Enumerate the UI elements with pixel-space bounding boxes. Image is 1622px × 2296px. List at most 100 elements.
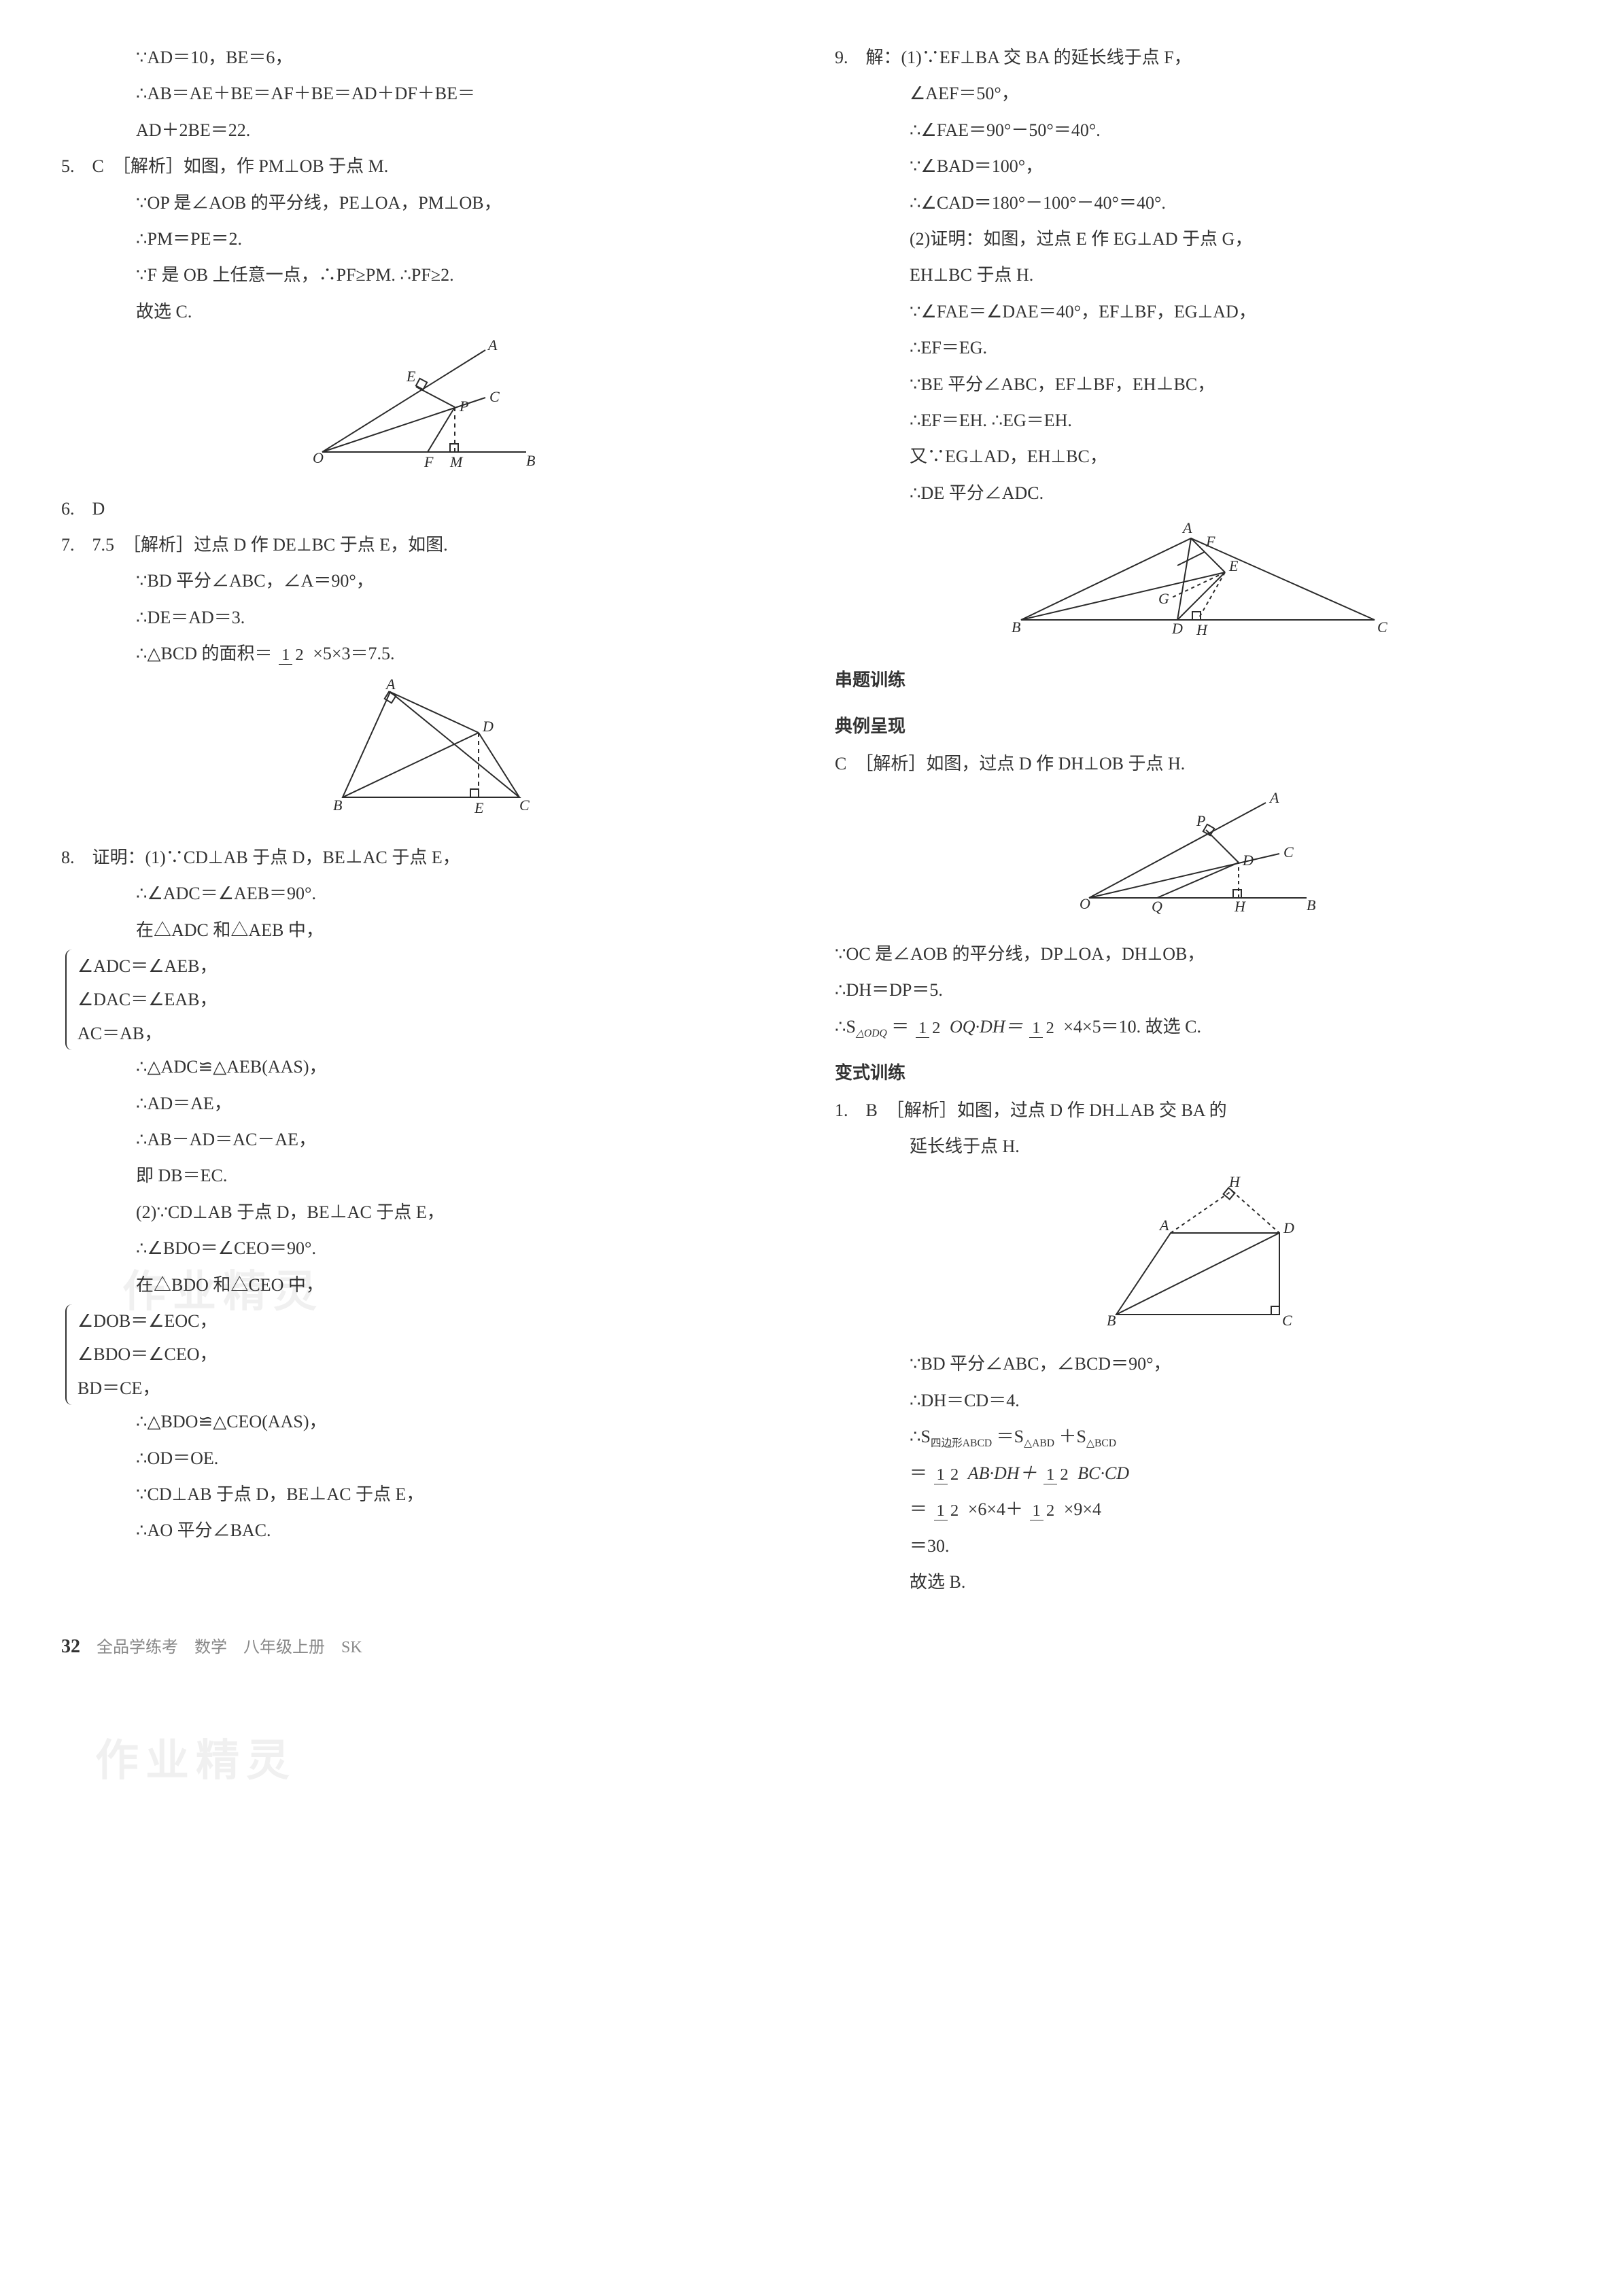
text: ×5×3＝7.5. xyxy=(313,644,394,663)
fraction: 12 xyxy=(1029,1020,1057,1037)
subscript: 四边形ABCD xyxy=(931,1438,992,1449)
section-header: 串题训练 xyxy=(835,663,1561,697)
text: ∴S xyxy=(910,1427,931,1446)
page-number: 32 xyxy=(61,1636,80,1657)
brace-line: ∠DAC＝∠EAB， xyxy=(77,983,787,1016)
text: ×4×5＝10. 故选 C. xyxy=(1063,1017,1201,1037)
p8-line: 在△ADC 和△AEB 中， xyxy=(61,914,787,947)
p8-line: ∴AO 平分∠BAC. xyxy=(61,1514,787,1547)
svg-text:O: O xyxy=(1080,895,1090,912)
v1-line: ∴DH＝CD＝4. xyxy=(835,1384,1561,1417)
p8-line: ∴OD＝OE. xyxy=(61,1442,787,1475)
p7-line: ∵BD 平分∠ABC，∠A＝90°， xyxy=(61,564,787,597)
v1-line: ＝ 12 AB·DH＋ 12 BC·CD xyxy=(835,1457,1561,1490)
fraction: 12 xyxy=(279,646,307,664)
svg-text:P: P xyxy=(459,398,468,415)
v1-head2: 延长线于点 H. xyxy=(835,1130,1561,1163)
fraction: 12 xyxy=(1043,1466,1071,1484)
fraction: 12 xyxy=(1030,1502,1058,1520)
p8-line: ∵CD⊥AB 于点 D，BE⊥AC 于点 E， xyxy=(61,1478,787,1511)
text: ＝S xyxy=(997,1427,1024,1446)
figure-7: A B C D E xyxy=(61,678,787,832)
p9-line: ∵∠BAD＝100°， xyxy=(835,150,1561,183)
p9-line: 又∵EG⊥AD，EH⊥BC， xyxy=(835,440,1561,473)
p9-line: ∴EF＝EH. ∴EG＝EH. xyxy=(835,404,1561,437)
svg-text:B: B xyxy=(1107,1312,1116,1328)
subscript: △ABD xyxy=(1024,1438,1054,1449)
svg-text:E: E xyxy=(406,368,416,385)
text: ＝ xyxy=(910,1499,927,1519)
text: BC·CD xyxy=(1077,1463,1129,1483)
p9-line: ∴∠FAE＝90°－50°＝40°. xyxy=(835,114,1561,147)
v1-line: ＝30. xyxy=(835,1529,1561,1563)
text: ＋S xyxy=(1059,1427,1086,1446)
brace-group: ∠ADC＝∠AEB， ∠DAC＝∠EAB， AC＝AB， xyxy=(65,950,787,1050)
p4-line: ∴AB＝AE＋BE＝AF＋BE＝AD＋DF＋BE＝ xyxy=(61,77,787,110)
p8-line: ∴∠ADC＝∠AEB＝90°. xyxy=(61,877,787,910)
right-column: 9. 解：(1)∵EF⊥BA 交 BA 的延长线于点 F， ∠AEF＝50°， … xyxy=(835,41,1561,1601)
text: ＝ xyxy=(910,1463,927,1483)
svg-text:Q: Q xyxy=(1152,898,1162,915)
p9-line: ∵∠FAE＝∠DAE＝40°，EF⊥BF，EG⊥AD， xyxy=(835,295,1561,328)
footer-text: 全品学练考 数学 八年级上册 SK xyxy=(97,1639,362,1656)
exC-line: ∴DH＝DP＝5. xyxy=(835,973,1561,1007)
exC-line: ∴S△ODQ ＝ 12 OQ·DH＝ 12 ×4×5＝10. 故选 C. xyxy=(835,1010,1561,1044)
svg-text:H: H xyxy=(1196,621,1208,638)
p7-line: ∴DE＝AD＝3. xyxy=(61,601,787,634)
fraction: 12 xyxy=(916,1020,944,1037)
svg-text:C: C xyxy=(519,797,530,814)
svg-text:B: B xyxy=(526,452,535,469)
svg-text:D: D xyxy=(1242,852,1254,869)
svg-text:F: F xyxy=(424,453,434,470)
p9-line: ∴EF＝EG. xyxy=(835,331,1561,364)
p9-line: (2)证明：如图，过点 E 作 EG⊥AD 于点 G， xyxy=(835,222,1561,256)
p8-line: ∴∠BDO＝∠CEO＝90°. xyxy=(61,1232,787,1265)
exC-line: ∵OC 是∠AOB 的平分线，DP⊥OA，DH⊥OB， xyxy=(835,937,1561,971)
svg-text:M: M xyxy=(449,453,464,470)
p9-line: ∴DE 平分∠ADC. xyxy=(835,476,1561,510)
p8-line: (2)∵CD⊥AB 于点 D，BE⊥AC 于点 E， xyxy=(61,1196,787,1229)
p9-head: 9. 解：(1)∵EF⊥BA 交 BA 的延长线于点 F， xyxy=(835,41,1561,74)
brace-group: ∠DOB＝∠EOC， ∠BDO＝∠CEO， BD＝CE， xyxy=(65,1304,787,1405)
subscript: △BCD xyxy=(1086,1438,1116,1449)
svg-text:D: D xyxy=(1283,1219,1294,1236)
svg-text:G: G xyxy=(1158,590,1169,607)
v1-line: ∵BD 平分∠ABC，∠BCD＝90°， xyxy=(835,1347,1561,1380)
svg-text:A: A xyxy=(385,678,396,693)
svg-text:C: C xyxy=(1377,619,1387,636)
p8-line: ∴△ADC≌△AEB(AAS)， xyxy=(61,1050,787,1083)
svg-text:A: A xyxy=(1181,519,1192,536)
brace-line: BD＝CE， xyxy=(77,1372,787,1405)
svg-text:O: O xyxy=(313,449,324,466)
svg-text:A: A xyxy=(487,336,498,353)
p9-line: EH⊥BC 于点 H. xyxy=(835,258,1561,292)
p7-head: 7. 7.5 ［解析］过点 D 作 DE⊥BC 于点 E，如图. xyxy=(61,528,787,561)
svg-text:B: B xyxy=(1012,619,1020,636)
p4-line: AD＋2BE＝22. xyxy=(61,114,787,147)
p5-line: ∵OP 是∠AOB 的平分线，PE⊥OA，PM⊥OB， xyxy=(61,186,787,220)
svg-text:H: H xyxy=(1234,898,1246,915)
figure-v1: A B C D H xyxy=(835,1172,1561,1339)
svg-text:P: P xyxy=(1196,812,1205,829)
text: ＝ xyxy=(891,1017,909,1037)
p5-line: 故选 C. xyxy=(61,295,787,328)
v1-line: ∴S四边形ABCD ＝S△ABD ＋S△BCD xyxy=(835,1420,1561,1454)
p9-line: ∵BE 平分∠ABC，EF⊥BF，EH⊥BC， xyxy=(835,368,1561,401)
figure-5: O A B C E F M P xyxy=(61,336,787,483)
svg-text:E: E xyxy=(474,799,484,816)
p8-line: ∴AB－AD＝AC－AE， xyxy=(61,1123,787,1156)
brace-line: AC＝AB， xyxy=(77,1017,787,1050)
svg-text:D: D xyxy=(482,718,494,735)
text: ×9×4 xyxy=(1064,1499,1101,1519)
text: ×6×4＋ xyxy=(968,1499,1023,1519)
brace-line: ∠ADC＝∠AEB， xyxy=(77,950,787,983)
p8-line: 在△BDO 和△CEO 中， xyxy=(61,1268,787,1302)
p6: 6. D xyxy=(61,492,787,525)
left-column: ∵AD＝10，BE＝6， ∴AB＝AE＋BE＝AF＋BE＝AD＋DF＋BE＝ A… xyxy=(61,41,787,1601)
svg-text:C: C xyxy=(489,388,500,405)
text: AB·DH＋ xyxy=(968,1463,1037,1483)
figure-exc: O A B C D H P Q xyxy=(835,789,1561,929)
p8-line: 即 DB＝EC. xyxy=(61,1159,787,1192)
svg-text:D: D xyxy=(1171,620,1183,637)
v1-line: ＝ 12 ×6×4＋ 12 ×9×4 xyxy=(835,1493,1561,1526)
